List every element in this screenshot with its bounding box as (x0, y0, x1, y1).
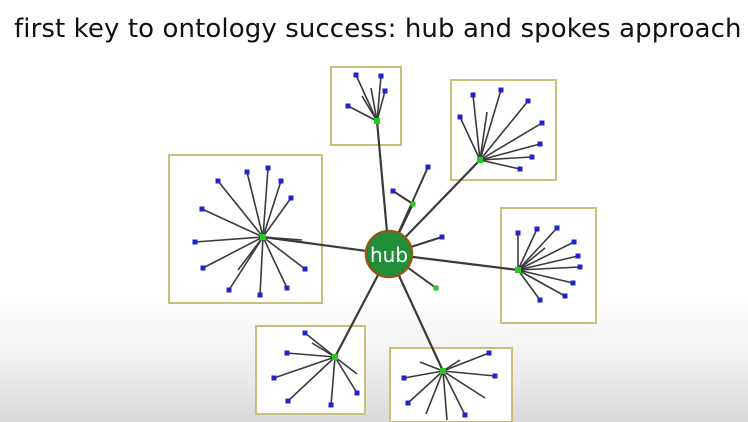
leaf-node (462, 412, 468, 418)
leaf-node (537, 297, 543, 303)
leaf-node (284, 350, 290, 356)
leaf-node (382, 88, 388, 94)
cluster-bottom-right (401, 350, 498, 421)
cluster-center-node (477, 157, 483, 163)
cluster-top (345, 72, 388, 124)
junction-node (410, 201, 416, 207)
leaf-node (439, 234, 445, 240)
leaf-node (215, 178, 221, 184)
cluster-center-node (332, 354, 338, 360)
leaf-node (534, 226, 540, 232)
leaf-node (425, 164, 431, 170)
leaf-node (200, 265, 206, 271)
leaf-node (265, 165, 271, 171)
leaf-node (517, 166, 523, 172)
leaf-node (328, 402, 334, 408)
leaf-node (470, 92, 476, 98)
cluster-center-node (440, 368, 446, 374)
cluster-top-right (457, 87, 545, 172)
cluster-left (192, 165, 308, 298)
leaf-node (515, 230, 521, 236)
leaf-node (492, 373, 498, 379)
leaf-node (401, 375, 407, 381)
leaf-node (457, 114, 463, 120)
slide-title: first key to ontology success: hub and s… (14, 14, 742, 44)
cluster-center-node (260, 234, 266, 240)
leaf-node (257, 292, 263, 298)
cluster-right (515, 225, 583, 303)
hub-node: hub (364, 229, 414, 279)
cluster-box-top (330, 66, 402, 146)
leaf-node (577, 264, 583, 270)
leaf-node (302, 330, 308, 336)
leaf-node (278, 178, 284, 184)
leaf-node (529, 154, 535, 160)
loose-nodes (390, 164, 445, 291)
leaf-node (498, 87, 504, 93)
leaf-node (226, 287, 232, 293)
leaf-node (353, 72, 359, 78)
leaf-node (345, 103, 351, 109)
hub-label: hub (370, 243, 408, 267)
leaf-node (562, 293, 568, 299)
leaf-node (525, 98, 531, 104)
leaf-node (405, 400, 411, 406)
leaf-node (302, 266, 308, 272)
leaf-node (192, 239, 198, 245)
leaf-node (354, 390, 360, 396)
leaf-node (390, 188, 396, 194)
leaf-node (244, 169, 250, 175)
cluster-box-bottom-left (255, 325, 366, 415)
cluster-center-node (374, 118, 380, 124)
leaf-node (539, 120, 545, 126)
leaf-node (537, 141, 543, 147)
leaf-node (554, 225, 560, 231)
cluster-bottom-left (271, 330, 360, 408)
leaf-node (571, 239, 577, 245)
leaf-node (570, 280, 576, 286)
cluster-center-node (515, 267, 521, 273)
leaf-node (486, 350, 492, 356)
leaf-node (285, 398, 291, 404)
leaf-node (199, 206, 205, 212)
leaf-node (378, 73, 384, 79)
cluster-boxes (168, 66, 597, 422)
leaf-node (575, 253, 581, 259)
leaf-node (288, 195, 294, 201)
leaf-node (284, 285, 290, 291)
leaf-node (271, 375, 277, 381)
cluster-box-bottom-right (389, 347, 513, 422)
junction-node (433, 285, 439, 291)
